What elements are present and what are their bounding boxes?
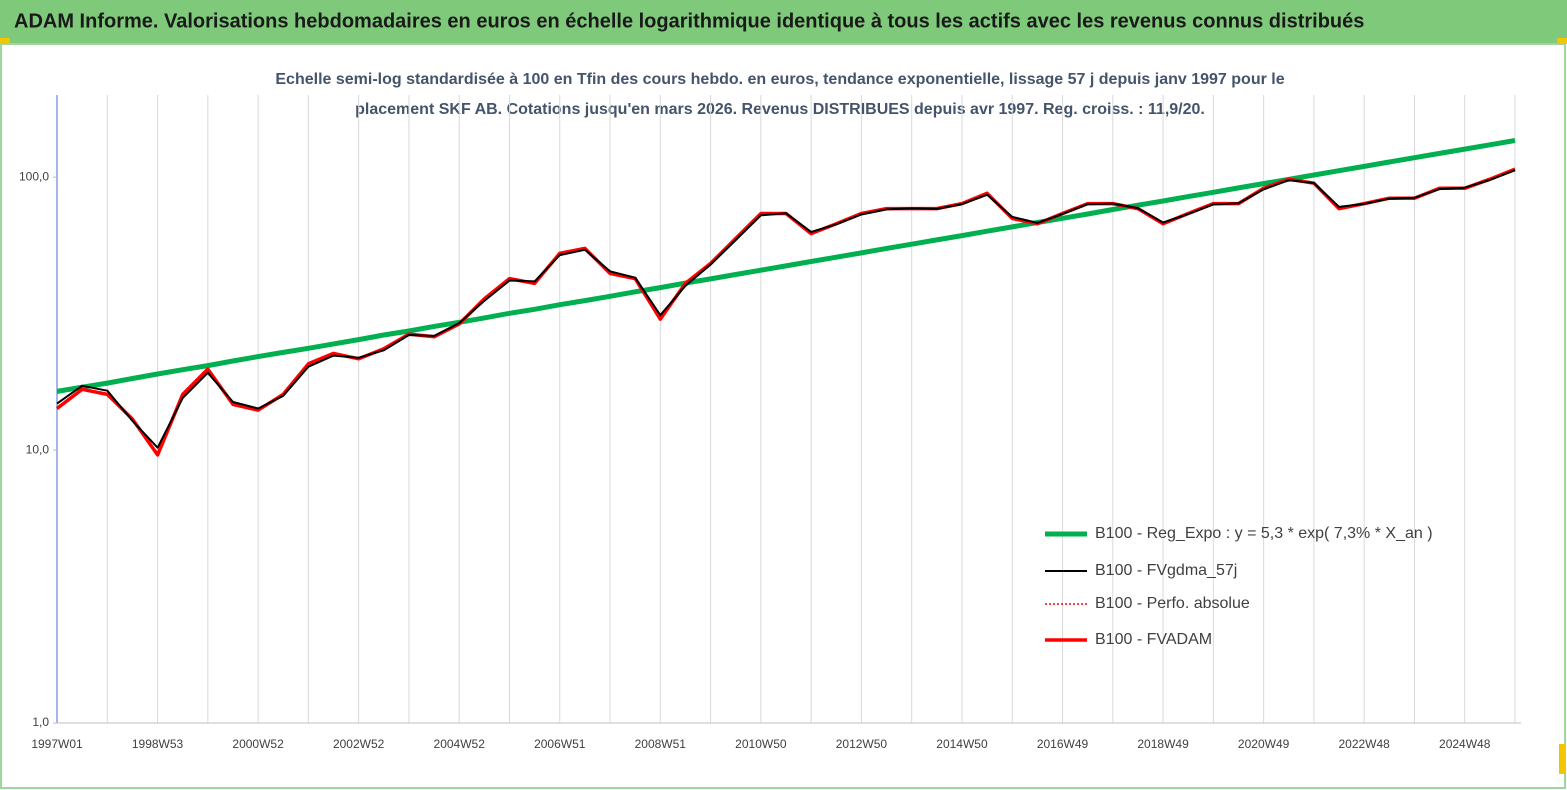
series-line	[55, 167, 1516, 457]
corner	[0, 38, 10, 44]
x-tick-label: 2022W48	[1338, 737, 1390, 751]
corner	[1559, 744, 1565, 774]
legend-label: B100 - FVgdma_57j	[1095, 562, 1237, 579]
x-tick-label: 2024W48	[1439, 737, 1491, 751]
x-tick-label: 2006W51	[534, 737, 586, 751]
legend-label: B100 - Reg_Expo : y = 5,3 * exp( 7,3% * …	[1095, 525, 1433, 542]
x-tick-label: 2004W52	[434, 737, 486, 751]
legend-label: B100 - FVADAM	[1095, 631, 1212, 648]
series-line	[56, 138, 1516, 394]
x-tick-label: 2020W49	[1238, 737, 1290, 751]
y-tick-label: 10,0	[26, 442, 50, 456]
x-tick-label: 2000W52	[232, 737, 284, 751]
x-tick-label: 2016W49	[1037, 737, 1089, 751]
x-tick-label: 2014W50	[936, 737, 988, 751]
x-tick-label: 2018W49	[1137, 737, 1189, 751]
y-tick-label: 1,0	[32, 715, 49, 729]
x-tick-label: 1997W01	[31, 737, 83, 751]
chart-subtitle: placement SKF AB. Cotations jusqu'en mar…	[355, 101, 1205, 118]
chart-border	[0, 43, 1566, 789]
x-tick-label: 2002W52	[333, 737, 385, 751]
x-tick-label: 2012W50	[836, 737, 888, 751]
corner	[1557, 38, 1567, 44]
legend-label: B100 - Perfo. absolue	[1095, 595, 1250, 612]
chart-subtitle: Echelle semi-log standardisée à 100 en T…	[275, 71, 1284, 88]
x-tick-label: 2008W51	[635, 737, 687, 751]
x-tick-label: 2010W50	[735, 737, 787, 751]
chart-title: ADAM Informe. Valorisations hebdomadaire…	[14, 10, 1364, 32]
x-tick-label: 1998W53	[132, 737, 184, 751]
title-banner	[0, 0, 1567, 44]
y-tick-label: 100,0	[19, 169, 49, 183]
series-line	[56, 169, 1516, 449]
